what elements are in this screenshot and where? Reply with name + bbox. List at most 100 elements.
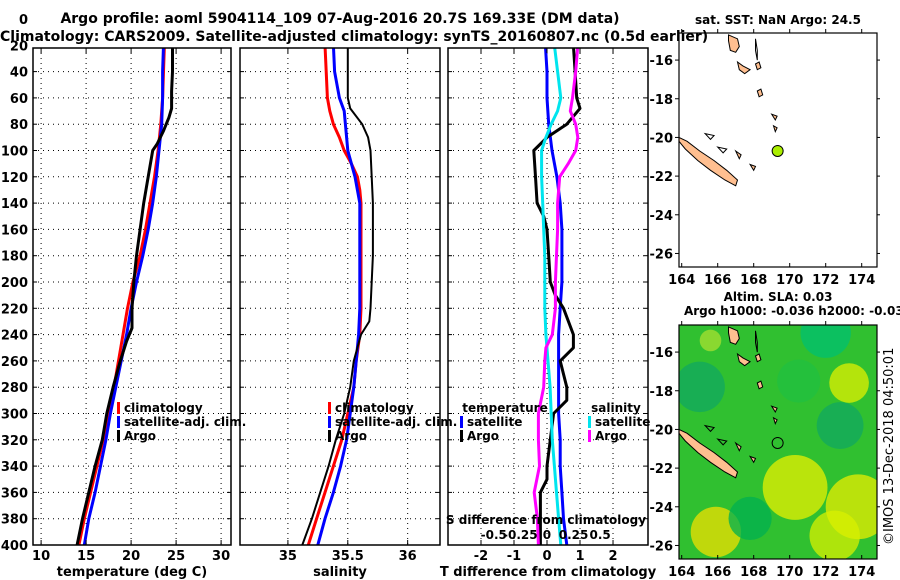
map-x-tick-label: 172 [812,273,839,288]
map-x-tick-label: 166 [704,273,731,288]
land-island [770,113,778,122]
maps-layer: 164 166 168 170 172 174 -16 -18 -20 -22 -24 -26 sat.… [650,13,900,580]
map-y-tick-label: -26 [650,247,674,262]
land-island [736,60,752,75]
land-island [728,326,740,345]
map-y-tick-label: -18 [650,93,674,108]
legend-temperature-0-swatch [117,402,120,414]
figure-title-line2: Climatology: CARS2009. Satellite-adjuste… [0,29,709,45]
frames-layer [32,47,649,546]
x-tick-label-differences: 1 [575,549,584,564]
sla-anomaly-patch [809,510,860,559]
y-tick-label-depth: 220 [1,302,28,317]
panel-frame-temperature [32,47,232,546]
legend-temp-argo-label: Argo [467,429,499,443]
land-island [748,455,757,464]
y-tick-label-depth: 260 [1,355,28,370]
map-x-tick-label: 170 [776,273,803,288]
y-tick-label-depth: 300 [1,408,28,423]
map-subtitle-sla-map: Argo h1000: -0.036 h2000: -0.039 [684,304,900,318]
land-island [754,353,762,363]
map-x-tick-label: 168 [740,273,767,288]
legend-salinity-1-label: satellite-adj. clim. [335,415,457,429]
land-island [756,88,764,98]
y-tick-label-depth: 40 [10,66,28,81]
x-axis-label-differences: T difference from climatology [440,565,657,580]
map-y-tick-label: -24 [650,209,674,224]
legend-title-temperature: temperature [462,401,547,415]
island-outline [703,132,716,141]
x-tick-label-temperature: 10 [32,549,50,564]
legend-sal-argo-swatch [588,430,591,442]
series-line-satellite-adj-clim- [316,48,362,545]
y-tick-label-depth: 380 [1,513,28,528]
island-outline [703,424,716,433]
x-tick-label-differences: 0 [542,549,551,564]
legend-temp-satellite-label: satellite [467,415,522,429]
x-axis-label-salinity: salinity [313,565,367,580]
y-tick-label-depth: 120 [1,171,28,186]
series-line-salinity-satellite [540,48,563,545]
map-x-tick-label: 174 [848,273,875,288]
y-tick-label-depth: 180 [1,250,28,265]
series-line-argo [75,48,174,545]
y-tick-label-depth: 140 [1,197,28,212]
map-title-sst-map: sat. SST: NaN Argo: 24.5 [695,13,861,27]
island-outline [755,330,758,353]
map-x-tick-label: 166 [704,565,731,580]
sla-anomaly-patch [699,329,722,352]
copyright-timestamp: ©IMOS 13-Dec-2018 04:50:01 [882,347,897,545]
map-content-sla-map [679,325,877,559]
y-tick-label-depth: 400 [1,539,28,554]
map-x-tick-label: 168 [740,565,767,580]
x-tick-label-temperature: 30 [212,549,230,564]
y-tick-label-depth: 240 [1,329,28,344]
x2-tick-label: -0.5 [481,528,507,542]
legend-temp-argo-swatch [460,430,463,442]
y-tick-label-depth: 160 [1,223,28,238]
figure-title-line1: Argo profile: aoml 5904114_109 07-Aug-20… [60,11,620,27]
legend-sal-argo-label: Argo [595,429,627,443]
x-tick-label-differences: -1 [507,549,521,564]
sla-anomaly-patch [728,496,772,540]
x-tick-label-salinity: 36 [399,549,417,564]
y-tick-label-depth: 340 [1,460,28,475]
map-x-tick-label: 164 [668,565,695,580]
map-y-tick-label: -22 [650,462,674,477]
legend-salinity-2-swatch [328,430,331,442]
x2-tick-label: 0.25 [559,528,589,542]
x-tick-label-temperature: 25 [167,549,185,564]
map-y-tick-label: -20 [650,131,674,146]
land-island [748,163,757,172]
map-x-tick-label: 170 [776,565,803,580]
legend-salinity-0-swatch [328,402,331,414]
argo-position-marker [771,436,784,449]
argo-position-marker [771,144,784,157]
map-y-tick-label: -18 [650,385,674,400]
series-line-argo [301,48,374,545]
map-title-sla-map: Altim. SLA: 0.03 [724,290,833,304]
y-tick-label-depth: 360 [1,486,28,501]
x-tick-label-temperature: 15 [77,549,95,564]
panel-frame-salinity [239,47,441,546]
map-x-tick-label: 172 [812,565,839,580]
island-outline [716,146,728,154]
curves-layer [75,48,582,545]
map-y-tick-label: -22 [650,170,674,185]
map-content-sst-map [679,34,784,187]
sla-anomaly-patch [816,402,864,449]
legend-title-salinity: salinity [591,401,641,415]
map-frame-sla-map [678,324,878,560]
land-island [772,416,778,425]
map-x-tick-label: 174 [848,565,875,580]
x2-tick-label: -0.25 [503,528,538,542]
land-island [736,352,752,367]
panel-frame-differences [447,47,649,546]
x2-tick-label: 0.5 [589,528,610,542]
series-line-climatology [306,48,363,545]
series-line-temperature-satellite [544,48,569,545]
legend-salinity-2-label: Argo [335,429,367,443]
map-x-tick-label: 164 [668,273,695,288]
legend-sal-satellite-swatch [588,416,591,428]
